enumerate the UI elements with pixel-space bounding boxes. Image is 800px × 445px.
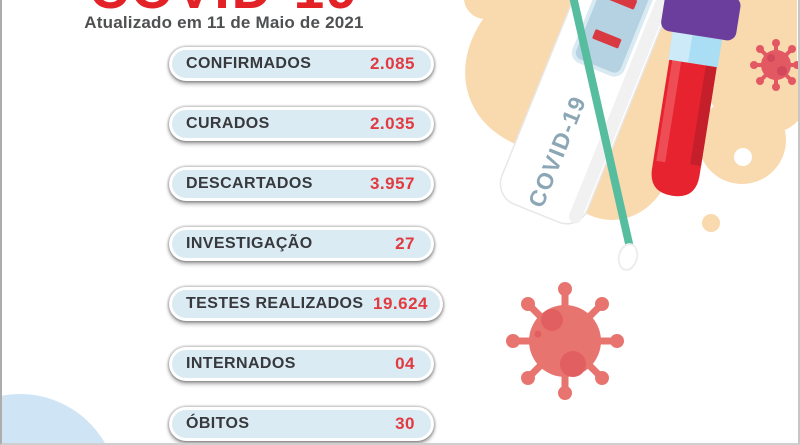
stat-label: ÓBITOS <box>186 415 250 432</box>
stat-pill-investigacao: INVESTIGAÇÃO 27 <box>169 227 434 261</box>
stat-value: 3.957 <box>369 174 415 193</box>
small-virus-icon <box>750 39 798 91</box>
peach-dot-small <box>702 214 720 232</box>
stat-label: DESCARTADOS <box>186 175 313 192</box>
cassette-shade <box>568 0 675 224</box>
stat-pill-curados: CURADOS 2.035 <box>169 107 434 141</box>
updated-date: Atualizado em 11 de Maio de 2021 <box>84 13 364 32</box>
stat-label: INVESTIGAÇÃO <box>186 235 313 252</box>
stat-value: 19.624 <box>373 294 428 313</box>
stat-pill-descartados: DESCARTADOS 3.957 <box>169 167 434 201</box>
stat-label: CONFIRMADOS <box>186 55 312 72</box>
swab-stick-icon <box>569 0 634 252</box>
blood-tube-icon <box>651 0 741 197</box>
stat-pill-testes-realizados: TESTES REALIZADOS 19.624 <box>169 287 443 321</box>
stat-label: INTERNADOS <box>186 355 296 372</box>
covid-test-illustration: COVID-19 <box>464 0 798 400</box>
stat-value: 04 <box>395 354 415 373</box>
stat-value: 27 <box>395 234 415 253</box>
stat-pill-confirmados: CONFIRMADOS 2.085 <box>169 47 434 81</box>
stat-value: 2.085 <box>369 54 415 73</box>
big-virus-icon <box>506 282 624 400</box>
test-line-c <box>608 0 637 10</box>
result-window <box>571 0 659 77</box>
white-dot <box>734 148 752 166</box>
page-title: COVID-19 <box>2 0 474 21</box>
tube-cap <box>661 0 741 41</box>
peach-dot-top <box>464 0 506 19</box>
stat-value: 2.035 <box>369 114 415 133</box>
test-line-t <box>592 29 622 49</box>
decor-blue-circle <box>2 394 118 443</box>
stat-pill-internados: INTERNADOS 04 <box>169 347 434 381</box>
stats-list: CONFIRMADOS 2.085 CURADOS 2.035 DESCARTA… <box>169 47 443 441</box>
swab-tip <box>617 243 639 271</box>
rapid-test-cassette-icon: COVID-19 <box>499 0 675 225</box>
stat-label: TESTES REALIZADOS <box>186 295 364 312</box>
stat-value: 30 <box>395 414 415 433</box>
stat-pill-obitos: ÓBITOS 30 <box>169 407 434 441</box>
stat-label: CURADOS <box>186 115 270 132</box>
